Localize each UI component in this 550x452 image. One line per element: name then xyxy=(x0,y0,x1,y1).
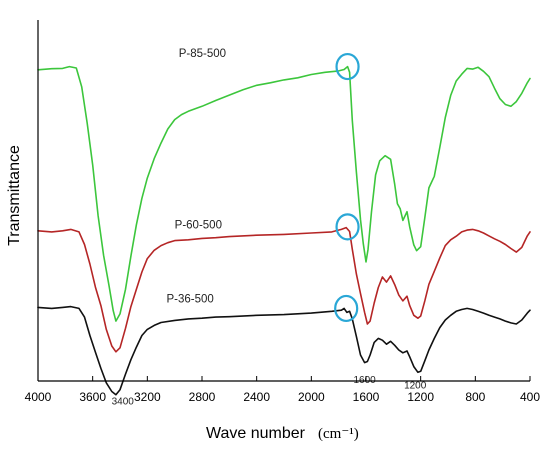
series-label-p-36-500: P-36-500 xyxy=(166,294,213,306)
x-tick-label: 3200 xyxy=(134,390,161,404)
label-layer: P-85-500 P-60-500 P-36-500 3400 1600 1200 xyxy=(112,48,427,408)
series-line-p-85-500 xyxy=(37,65,531,322)
series-label-p-85-500: P-85-500 xyxy=(179,48,226,60)
x-tick-label: 1200 xyxy=(407,390,434,404)
highlight-circle-p-36-500 xyxy=(334,294,359,323)
highlight-circle-p-60-500 xyxy=(335,213,360,241)
x-tick-label: 400 xyxy=(520,390,540,404)
x-tick-label: 4000 xyxy=(25,390,52,404)
peak-annotation: 1200 xyxy=(404,381,427,392)
series-label-p-60-500: P-60-500 xyxy=(175,220,222,232)
x-axis-unit: (cm⁻¹) xyxy=(318,426,359,442)
series-line-p-36-500 xyxy=(37,305,531,396)
x-tick-label: 1600 xyxy=(353,390,380,404)
x-tick-label: 2400 xyxy=(243,390,270,404)
peak-annotation: 1600 xyxy=(354,375,377,386)
x-axis-ticks: 4000 3600 3200 2800 2400 2000 1600 1200 800 400 xyxy=(25,376,540,404)
x-tick-label: 3600 xyxy=(79,390,106,404)
highlight-layer xyxy=(334,52,360,323)
x-tick-label: 800 xyxy=(465,390,485,404)
series-line-p-60-500 xyxy=(37,226,531,353)
series-layer xyxy=(37,65,531,396)
y-axis-title: Transmittance xyxy=(6,145,23,246)
peak-annotation: 3400 xyxy=(112,396,135,407)
x-axis-title: Wave number xyxy=(206,425,306,442)
highlight-circle-p-85-500 xyxy=(335,52,360,81)
x-tick-label: 2800 xyxy=(189,390,216,404)
x-tick-label: 2000 xyxy=(298,390,325,404)
